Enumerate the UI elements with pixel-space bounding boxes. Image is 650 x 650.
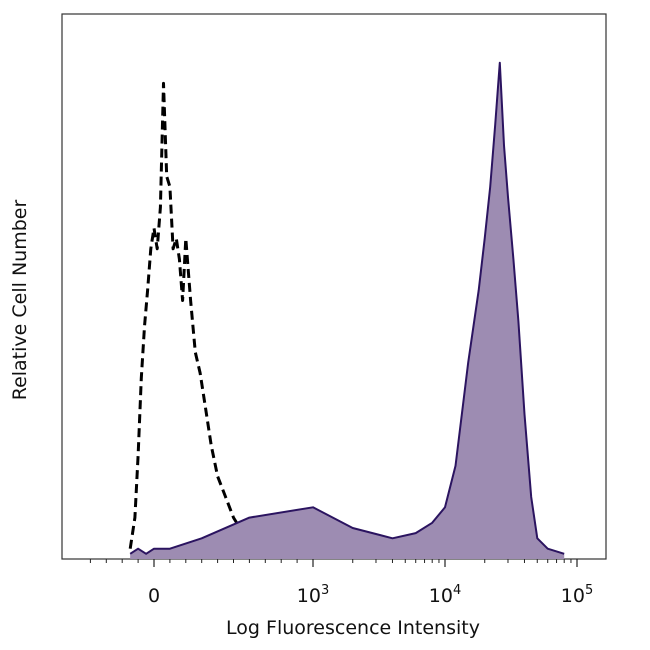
x-axis-label: Log Fluorescence Intensity (226, 617, 480, 639)
x-tick-label: 105 (561, 583, 593, 607)
series-line (128, 81, 267, 555)
x-tick-label: 104 (429, 583, 461, 607)
x-tick-label: 103 (297, 583, 329, 607)
series-line (129, 61, 565, 555)
series-isotype (128, 81, 267, 555)
series-stained (129, 61, 565, 560)
series-layer (128, 61, 565, 560)
tick-layer: 0 103 104 105 (89, 559, 593, 607)
x-tick-label: 0 (148, 585, 160, 607)
series-area-fill (130, 62, 565, 560)
